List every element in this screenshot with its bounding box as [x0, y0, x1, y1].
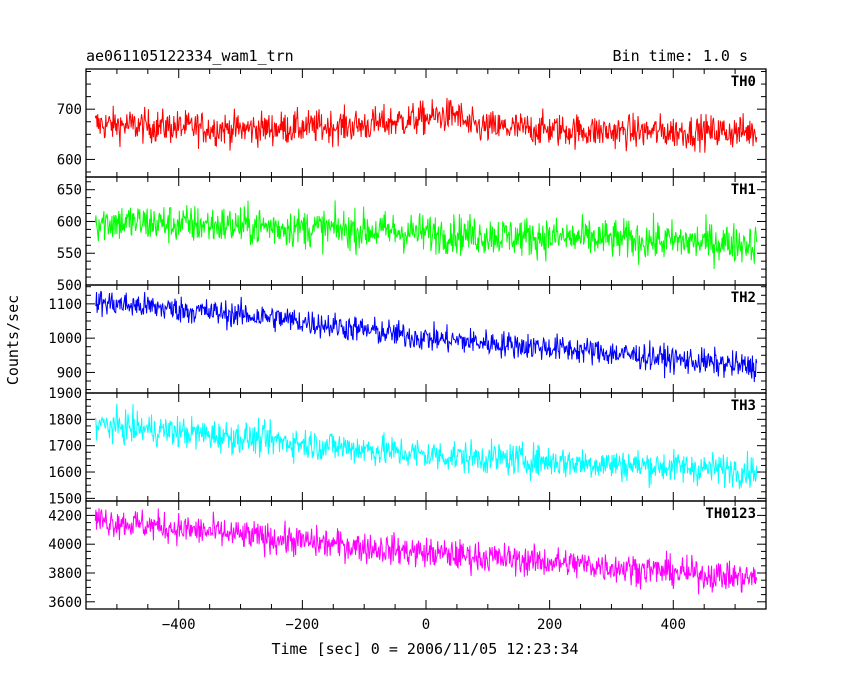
- x-tick-label: 400: [661, 617, 686, 633]
- panel-frame: [85, 392, 767, 502]
- panel-label-th0123: TH0123: [705, 506, 756, 522]
- series-line-th0: [94, 97, 758, 153]
- y-tick-label: 500: [57, 278, 82, 294]
- y-tick-label: 1100: [48, 297, 82, 313]
- series-line-th0123: [94, 508, 758, 595]
- y-tick-label: 700: [57, 102, 82, 118]
- y-tick-label: 1600: [48, 465, 82, 481]
- y-tick-label: 1500: [48, 491, 82, 507]
- y-tick-label: 550: [57, 246, 82, 262]
- y-tick-label: 4000: [48, 537, 82, 553]
- panel-label-th1: TH1: [731, 182, 756, 198]
- series-line-th3: [94, 403, 758, 489]
- y-tick-label: 1800: [48, 412, 82, 428]
- panel-th0123: 3600 3800 4000 4200 TH0123: [48, 500, 767, 611]
- x-tick-label: 200: [537, 617, 562, 633]
- panel-th3: 1500 1600 1700 1800 1900 TH3: [48, 386, 767, 507]
- y-tick-label: 1900: [48, 386, 82, 402]
- series-line-th2: [95, 290, 758, 383]
- x-tick-label: −200: [286, 617, 320, 633]
- panel-label-th2: TH2: [731, 290, 756, 306]
- y-tick-label: 650: [57, 183, 82, 199]
- y-axis-label: Counts/sec: [4, 295, 22, 385]
- panel-th1: 500 550 600 650 TH1: [57, 176, 767, 294]
- panel-label-th3: TH3: [731, 398, 756, 414]
- y-tick-label: 1700: [48, 439, 82, 455]
- series-line-th1: [94, 200, 758, 270]
- x-axis: −400 −200 0 200 400: [162, 617, 686, 633]
- panel-th2: 900 1000 1100 TH2: [48, 284, 767, 394]
- x-axis-label: Time [sec] 0 = 2006/11/05 12:23:34: [271, 640, 578, 658]
- x-tick-label: −400: [162, 617, 196, 633]
- y-tick-label: 4200: [48, 508, 82, 524]
- bin-time-label: Bin time: 1.0 s: [613, 47, 748, 65]
- panel-th0: 600 700 TH0: [57, 68, 767, 178]
- y-tick-label: 3600: [48, 595, 82, 611]
- panels-group: 600 700 TH0 500 550 600 650 TH1 900 1000 1100 TH2 15…: [48, 68, 767, 611]
- chart-title: ae061105122334_wam1_trn: [86, 47, 294, 65]
- y-tick-label: 600: [57, 152, 82, 168]
- y-tick-label: 1000: [48, 331, 82, 347]
- y-tick-label: 3800: [48, 566, 82, 582]
- panel-label-th0: TH0: [731, 74, 756, 90]
- panel-frame: [85, 284, 767, 394]
- y-tick-label: 600: [57, 214, 82, 230]
- x-tick-label: 0: [422, 617, 430, 633]
- y-tick-label: 900: [57, 365, 82, 381]
